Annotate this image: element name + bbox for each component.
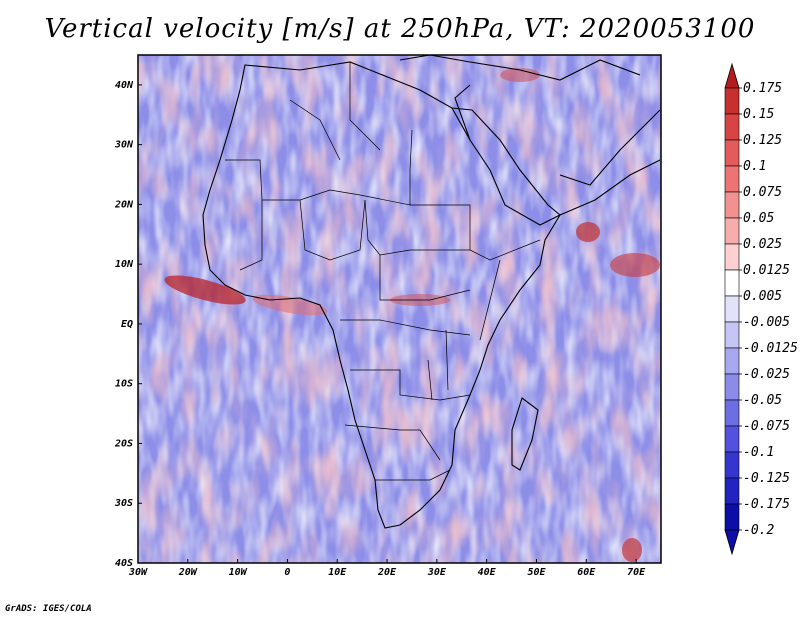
colorbar-label: -0.125 (743, 471, 790, 486)
colorbar-segment (724, 139, 740, 167)
colorbar-segment (724, 113, 740, 141)
coastlines (202, 55, 661, 529)
y-tick-label: 30S (114, 498, 133, 509)
colorbar-label: 0.025 (743, 237, 782, 252)
x-tick-label: 10E (328, 567, 347, 578)
colorbar-segment (724, 503, 740, 531)
y-tick-label: 10S (115, 379, 133, 390)
y-tick-label: 40S (115, 558, 133, 569)
x-tick-label: 40E (478, 567, 497, 578)
strong-updraft-west-africa (164, 275, 246, 305)
credit-text: GrADS: IGES/COLA (5, 604, 92, 614)
y-axis: 40N 30N 20N 10N EQ 10S 20S 30S 40S (114, 80, 142, 569)
x-tick-label: 30W (128, 567, 148, 578)
updraft-cyclone (576, 222, 600, 242)
y-tick-label: 20S (114, 438, 133, 449)
x-tick-label: 60E (577, 567, 596, 578)
colorbar-label: -0.2 (743, 523, 774, 538)
colorbar-label: -0.0125 (743, 341, 798, 356)
colorbar-segment (724, 399, 740, 427)
plot-title: Vertical velocity [m/s] at 250hPa, VT: 2… (44, 14, 756, 44)
colorbar-label: 0.005 (743, 289, 782, 304)
x-tick-label: 50E (527, 567, 546, 578)
x-tick-label: 20E (377, 567, 397, 578)
updraft-arabian-sea (610, 253, 660, 277)
colorbar-label: 0.15 (743, 107, 774, 122)
colorbar-label: 0.0125 (743, 263, 790, 278)
colorbar-segment (724, 243, 740, 271)
colorbar-label: 0.05 (743, 211, 774, 226)
colorbar-label: -0.1 (743, 445, 774, 460)
colorbar-segment (724, 217, 740, 245)
x-axis: 30W 20W 10W 0 10E 20E 30E 40E 50E 60E 70E (128, 559, 646, 578)
x-tick-label: 0 (284, 567, 290, 578)
colorbar-segment (724, 269, 740, 297)
x-tick-label: 20W (178, 567, 198, 578)
colorbar-label: 0.075 (743, 185, 782, 200)
x-tick-label: 70E (627, 567, 646, 578)
updraft-north-east (500, 68, 540, 82)
x-tick-label: 30E (427, 567, 447, 578)
colorbar-label: -0.05 (743, 393, 782, 408)
colorbar-segment (724, 425, 740, 453)
velocity-field (138, 55, 661, 563)
colorbar-label: -0.175 (743, 497, 790, 512)
map-frame (137, 54, 662, 564)
colorbar-segment (724, 373, 740, 401)
country-borders (225, 62, 541, 481)
colorbar-label: -0.005 (743, 315, 790, 330)
colorbar-max-arrow (724, 62, 740, 89)
colorbar-label: 0.175 (743, 81, 782, 96)
colorbar-segment (724, 477, 740, 505)
colorbar-label: -0.025 (743, 367, 790, 382)
colorbar-label: 0.1 (743, 159, 766, 174)
colorbar-segment (724, 87, 740, 115)
colorbar-segment (724, 321, 740, 349)
colorbar-segment (724, 347, 740, 375)
colorbar-label: 0.125 (743, 133, 782, 148)
colorbar: 0.175 0.15 0.125 0.1 0.075 0.05 0.025 0.0125 0.0… (724, 62, 798, 556)
y-tick-label: 10N (115, 259, 134, 270)
y-tick-label: EQ (121, 319, 133, 330)
colorbar-segment (724, 295, 740, 323)
x-tick-label: 10W (229, 567, 248, 578)
colorbar-segment (724, 191, 740, 219)
colorbar-min-arrow (724, 529, 740, 556)
y-tick-label: 30N (114, 140, 134, 151)
colorbar-segment (724, 165, 740, 193)
updraft-south (622, 538, 642, 562)
colorbar-label: -0.075 (743, 419, 790, 434)
y-tick-label: 40N (115, 80, 134, 91)
y-tick-label: 20N (114, 199, 134, 210)
colorbar-segment (724, 451, 740, 479)
